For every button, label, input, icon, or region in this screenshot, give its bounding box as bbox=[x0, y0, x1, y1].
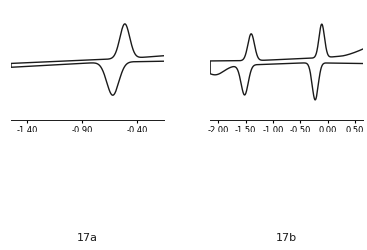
X-axis label: E/mV: E/mV bbox=[75, 136, 100, 146]
Text: 17b: 17b bbox=[276, 232, 297, 242]
Text: 17a: 17a bbox=[77, 232, 98, 242]
X-axis label: E/mV: E/mV bbox=[274, 136, 299, 146]
